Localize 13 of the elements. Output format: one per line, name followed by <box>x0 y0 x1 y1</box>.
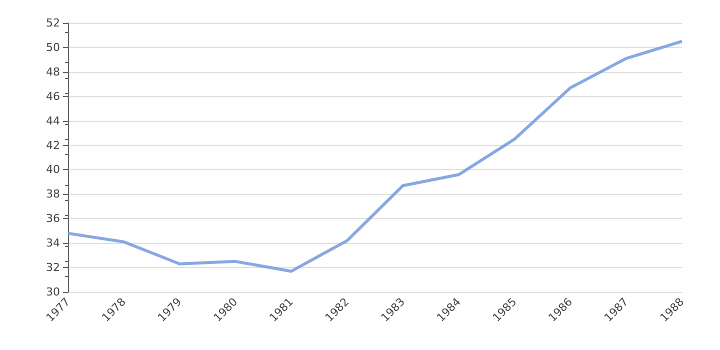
y-tick-label: 32 <box>46 261 60 274</box>
y-tick-label: 38 <box>46 188 60 201</box>
y-tick-label: 30 <box>46 286 60 298</box>
y-tick-label: 50 <box>46 40 60 54</box>
y-tick-label: 34 <box>46 236 60 250</box>
y-tick-label: 36 <box>46 212 60 226</box>
y-tick-label: 44 <box>46 114 60 128</box>
line-series <box>66 40 684 273</box>
y-tick-label: 46 <box>46 90 60 103</box>
y-tick-label: 42 <box>46 138 60 152</box>
y-tick-label: 52 <box>46 16 60 30</box>
y-tick-label: 48 <box>46 65 60 78</box>
y-tick-label: 40 <box>46 163 60 176</box>
